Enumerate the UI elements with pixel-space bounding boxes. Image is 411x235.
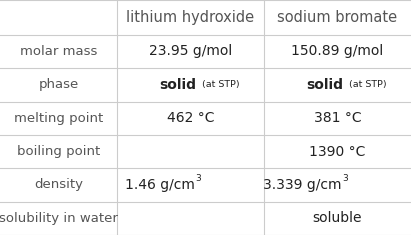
Text: 3: 3 <box>196 174 201 183</box>
Text: solubility in water: solubility in water <box>0 212 118 225</box>
Text: 150.89 g/mol: 150.89 g/mol <box>291 44 383 59</box>
Text: molar mass: molar mass <box>20 45 97 58</box>
Text: boiling point: boiling point <box>17 145 100 158</box>
Text: sodium bromate: sodium bromate <box>277 10 397 25</box>
Text: 23.95 g/mol: 23.95 g/mol <box>149 44 232 59</box>
Text: (at STP): (at STP) <box>346 80 386 89</box>
Text: 381 °C: 381 °C <box>314 111 361 125</box>
Text: 1.46 g/cm: 1.46 g/cm <box>125 178 195 192</box>
Text: lithium hydroxide: lithium hydroxide <box>127 10 254 25</box>
Text: (at STP): (at STP) <box>199 80 240 89</box>
Text: density: density <box>34 178 83 192</box>
Text: solid: solid <box>307 78 344 92</box>
Text: melting point: melting point <box>14 112 103 125</box>
Text: soluble: soluble <box>313 211 362 225</box>
Text: 462 °C: 462 °C <box>167 111 214 125</box>
Text: 3: 3 <box>342 174 348 183</box>
Text: phase: phase <box>39 78 79 91</box>
Text: 1390 °C: 1390 °C <box>309 145 366 159</box>
Text: 3.339 g/cm: 3.339 g/cm <box>263 178 342 192</box>
Text: solid: solid <box>159 78 197 92</box>
